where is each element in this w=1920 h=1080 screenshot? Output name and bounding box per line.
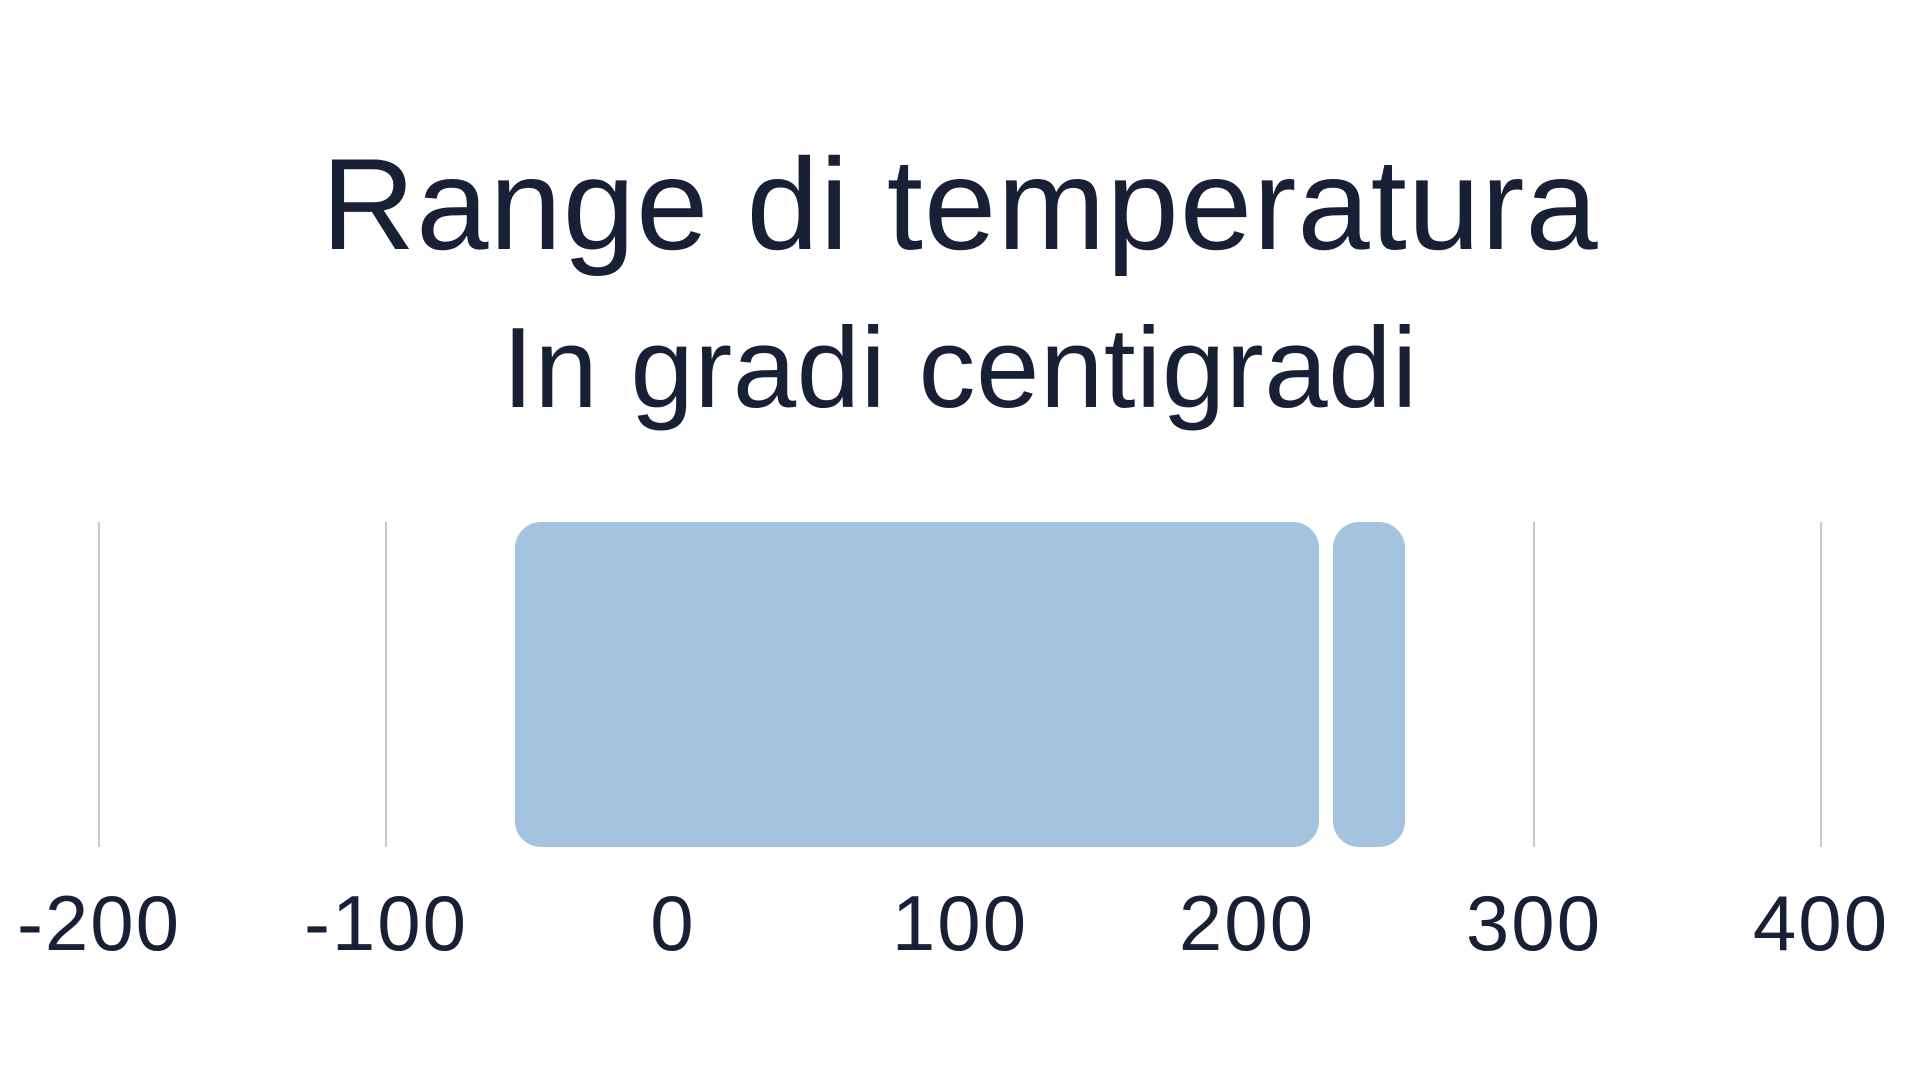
x-tick-label: -200 xyxy=(16,879,182,967)
chart-subtitle: In gradi centigradi xyxy=(502,305,1418,432)
gridline xyxy=(1820,522,1822,847)
x-tick-label: 0 xyxy=(650,879,696,967)
x-tick-label: 400 xyxy=(1752,879,1890,967)
x-tick-label: 300 xyxy=(1465,879,1603,967)
x-tick-label: 100 xyxy=(891,879,1029,967)
gridline xyxy=(385,522,387,847)
range-high xyxy=(1333,522,1405,847)
chart-title: Range di temperatura xyxy=(321,131,1599,277)
range-main xyxy=(515,522,1319,847)
gridline xyxy=(1533,522,1535,847)
x-tick-label: 200 xyxy=(1178,879,1316,967)
x-tick-label: -100 xyxy=(303,879,469,967)
gridline xyxy=(98,522,100,847)
